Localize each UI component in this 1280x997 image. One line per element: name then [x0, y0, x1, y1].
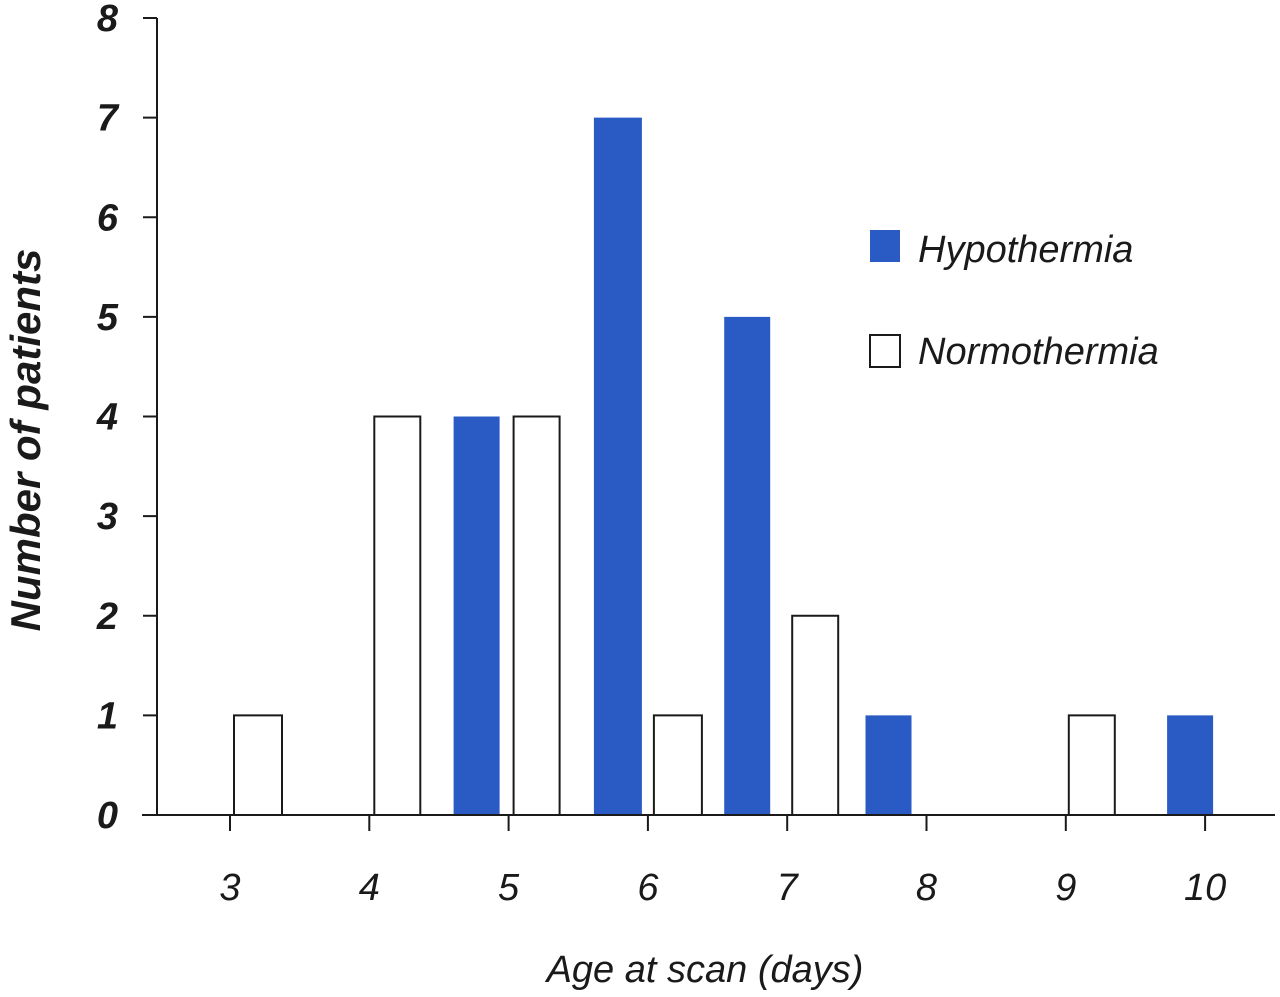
- hypothermia-bar-day-7: [724, 316, 771, 815]
- y-tick-label: 8: [97, 0, 119, 40]
- legend: Hypothermia Normothermia: [869, 229, 1159, 373]
- x-tick-label: 4: [359, 867, 380, 909]
- x-tick-label: 6: [637, 867, 659, 909]
- normothermia-bar-day-7: [791, 614, 840, 816]
- legend-label-normothermia: Normothermia: [918, 331, 1159, 373]
- legend-swatch-hypothermia: [870, 230, 900, 262]
- x-tick-label: 9: [1055, 867, 1076, 909]
- x-ticks-group: 3 4 5 6 7 8 9 10: [219, 815, 1226, 909]
- x-axis-title: Age at scan (days): [545, 949, 864, 991]
- y-ticks-group: 0 1 2 3 4 5 6 7 8: [96, 0, 157, 837]
- y-tick-label: 5: [97, 297, 119, 339]
- x-tick-label: 10: [1184, 867, 1226, 909]
- y-tick-label: 0: [97, 795, 118, 837]
- x-tick-label: 8: [916, 867, 937, 909]
- legend-swatch-normothermia: [869, 334, 901, 368]
- normothermia-bar-day-9: [1067, 714, 1116, 816]
- normothermia-bar-day-3: [233, 714, 283, 816]
- legend-label-hypothermia: Hypothermia: [918, 229, 1133, 271]
- y-tick-label: 6: [97, 197, 119, 239]
- y-tick-label: 3: [97, 496, 118, 538]
- y-tick-label: 7: [97, 98, 120, 140]
- hypothermia-bar-day-6: [593, 117, 642, 815]
- normothermia-bar-day-6: [652, 714, 703, 816]
- y-tick-label: 1: [97, 695, 118, 737]
- y-axis-title: Number of patients: [2, 249, 49, 632]
- y-tick-label: 2: [96, 596, 118, 638]
- hypothermia-bar-day-5: [453, 416, 500, 815]
- x-tick-label: 7: [777, 867, 800, 909]
- bars-group: [233, 117, 1214, 816]
- x-tick-label: 3: [219, 867, 240, 909]
- normothermia-bar-day-5: [512, 415, 561, 816]
- normothermia-bar-day-4: [373, 415, 422, 816]
- hypothermia-bar-day-8: [865, 715, 912, 815]
- x-tick-label: 5: [498, 867, 520, 909]
- y-tick-label: 4: [96, 397, 118, 439]
- hypothermia-bar-day-10: [1167, 715, 1214, 815]
